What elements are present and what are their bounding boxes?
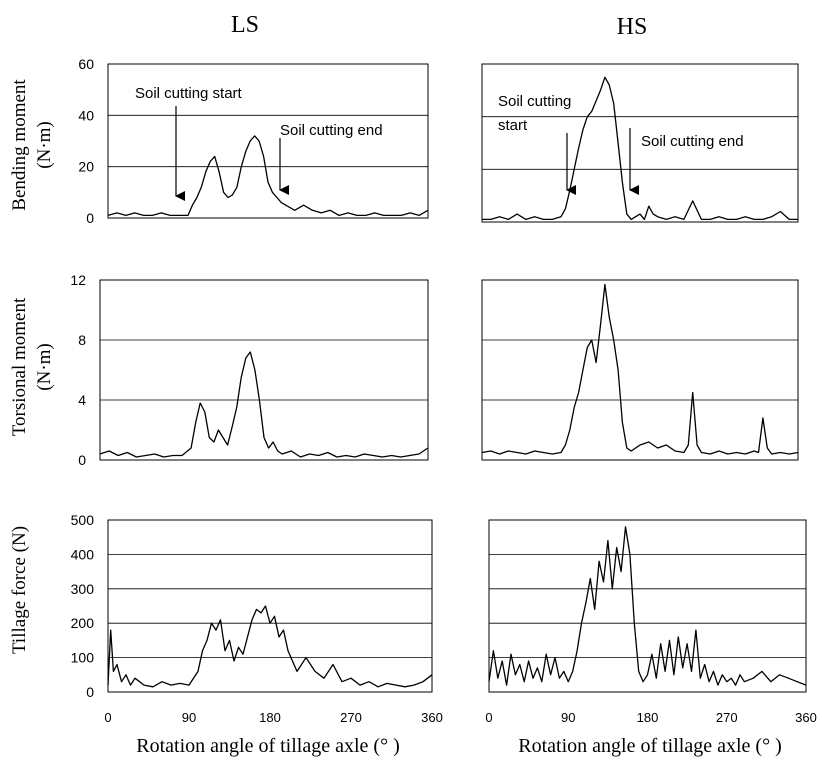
y-tick-label: 0 — [86, 210, 94, 226]
annotation-hs-start-line1: Soil cutting — [498, 93, 571, 110]
panel-bending-hs — [481, 63, 799, 223]
plot-frame — [107, 519, 433, 693]
panel-force-ls: 0 100 200 300 400 500 0 90 180 270 360 — [71, 512, 443, 725]
x-tick-label: 360 — [795, 710, 817, 725]
plot-frame — [99, 279, 429, 461]
y-tick-label: 300 — [71, 581, 95, 597]
y-tick-label: 4 — [78, 392, 86, 408]
series-line — [488, 526, 807, 686]
ylabel-torsional-unit: (N·m) — [34, 343, 55, 390]
y-tick-label: 500 — [71, 512, 95, 528]
panel-force-hs: 0 90 180 270 360 — [485, 519, 817, 725]
series-line — [99, 351, 429, 458]
column-title-hs: HS — [617, 14, 648, 40]
annotation-ls-start: Soil cutting start — [135, 85, 243, 102]
plot-frame — [481, 63, 799, 223]
panel-torsional-hs — [481, 279, 799, 461]
annotation-ls-end: Soil cutting end — [280, 122, 383, 139]
ylabel-bending-unit: (N·m) — [34, 121, 55, 168]
y-tick-label: 0 — [78, 452, 86, 468]
ylabel-bending: Bending moment — [9, 79, 30, 211]
xlabel-ls: Rotation angle of tillage axle (° ) — [136, 735, 399, 757]
x-tick-label: 270 — [716, 710, 738, 725]
y-tick-label: 400 — [71, 546, 95, 562]
y-tick-label: 200 — [71, 615, 95, 631]
plot-frame — [481, 279, 799, 461]
x-tick-label: 0 — [104, 710, 111, 725]
y-tick-label: 20 — [78, 159, 94, 175]
series-line — [481, 283, 799, 455]
y-tick-label: 8 — [78, 332, 86, 348]
ylabel-tillage-force: Tillage force (N) — [9, 526, 30, 654]
column-title-ls: LS — [231, 12, 259, 38]
series-line — [107, 135, 429, 217]
plot-frame — [488, 519, 807, 693]
xlabel-hs: Rotation angle of tillage axle (° ) — [518, 735, 781, 757]
annotation-hs-start-line2: start — [498, 117, 528, 134]
x-tick-label: 270 — [340, 710, 362, 725]
series-line — [482, 76, 798, 221]
annotation-hs-end: Soil cutting end — [641, 133, 744, 150]
ylabel-torsional: Torsional moment — [9, 297, 30, 436]
y-tick-label: 12 — [70, 272, 86, 288]
y-tick-label: 0 — [86, 684, 94, 700]
y-tick-label: 40 — [78, 107, 94, 123]
plot-frame — [107, 63, 429, 219]
series-line — [107, 605, 433, 688]
x-tick-label: 180 — [637, 710, 659, 725]
panel-bending-ls: 0 20 40 60 — [78, 56, 429, 226]
panel-torsional-ls: 0 4 8 12 — [70, 272, 429, 468]
x-tick-label: 180 — [259, 710, 281, 725]
y-tick-label: 60 — [78, 56, 94, 72]
x-tick-label: 90 — [182, 710, 196, 725]
x-tick-label: 90 — [561, 710, 575, 725]
x-tick-label: 360 — [421, 710, 443, 725]
y-tick-label: 100 — [71, 650, 95, 666]
x-tick-label: 0 — [485, 710, 492, 725]
